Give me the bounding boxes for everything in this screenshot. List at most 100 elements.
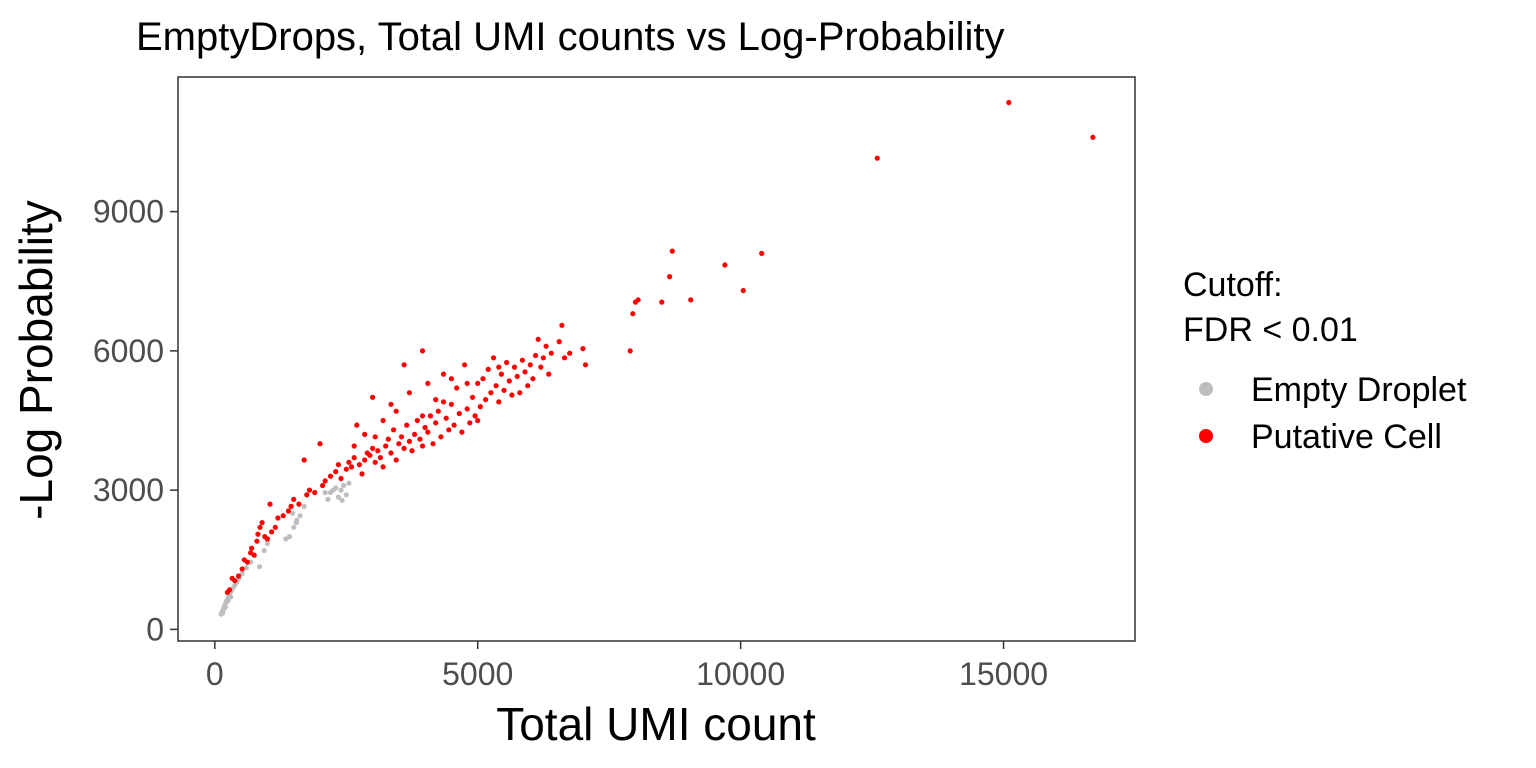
x-tick-label-0: 0	[206, 656, 224, 692]
point-putative-cell-28	[306, 487, 313, 493]
point-empty-droplet-25	[297, 513, 303, 519]
point-putative-cell-10	[251, 552, 257, 558]
point-putative-cell-97	[493, 383, 499, 389]
y-tick-label-3000: 3000	[93, 472, 164, 508]
point-putative-cell-119	[556, 339, 562, 345]
point-putative-cell-101	[504, 359, 510, 366]
point-putative-cell-145	[448, 376, 454, 382]
point-putative-cell-46	[367, 452, 373, 458]
point-empty-droplet-40	[222, 604, 228, 610]
point-putative-cell-125	[627, 348, 633, 354]
point-putative-cell-11	[254, 538, 260, 544]
point-putative-cell-3	[232, 578, 238, 584]
point-empty-droplet-43	[225, 598, 231, 604]
point-putative-cell-49	[372, 459, 378, 465]
point-putative-cell-96	[490, 355, 497, 361]
point-putative-cell-64	[409, 448, 415, 454]
point-empty-droplet-23	[291, 524, 297, 530]
point-putative-cell-87	[467, 420, 473, 426]
point-putative-cell-61	[401, 362, 407, 368]
x-tick-label-10000: 10000	[696, 656, 785, 692]
point-putative-cell-118	[548, 350, 554, 356]
point-putative-cell-85	[462, 362, 468, 368]
point-putative-cell-142	[425, 380, 431, 386]
point-putative-cell-86	[464, 406, 470, 412]
point-putative-cell-95	[488, 390, 494, 396]
point-putative-cell-21	[280, 513, 286, 519]
legend-key-putative-cell	[1199, 429, 1213, 443]
y-tick-label-0: 0	[146, 611, 164, 647]
point-putative-cell-141	[440, 399, 447, 405]
point-putative-cell-52	[380, 464, 386, 470]
point-putative-cell-151	[475, 417, 481, 424]
point-putative-cell-38	[346, 459, 352, 465]
point-putative-cell-114	[538, 364, 544, 370]
point-putative-cell-14	[259, 520, 265, 526]
point-putative-cell-42	[356, 462, 362, 468]
point-putative-cell-70	[422, 424, 428, 431]
point-putative-cell-126	[630, 311, 636, 317]
legend-key-empty-droplet	[1199, 382, 1213, 396]
point-putative-cell-29	[312, 489, 318, 496]
point-putative-cell-137	[1006, 99, 1012, 106]
point-empty-droplet-37	[330, 487, 336, 493]
point-putative-cell-34	[333, 469, 339, 475]
point-putative-cell-40	[351, 455, 357, 461]
point-putative-cell-41	[354, 422, 360, 428]
point-empty-droplet-32	[335, 494, 341, 500]
point-putative-cell-102	[506, 378, 512, 384]
point-putative-cell-9	[249, 545, 255, 551]
point-putative-cell-110	[527, 362, 533, 368]
point-empty-droplet-18	[256, 564, 263, 570]
point-putative-cell-81	[451, 422, 457, 428]
point-putative-cell-132	[688, 297, 694, 303]
point-putative-cell-71	[425, 429, 431, 435]
point-putative-cell-37	[343, 466, 349, 472]
point-putative-cell-5	[239, 566, 245, 572]
point-empty-droplet-26	[301, 503, 307, 509]
point-empty-droplet-20	[264, 540, 270, 547]
point-putative-cell-140	[380, 417, 386, 424]
point-putative-cell-104	[511, 364, 518, 370]
plot-panel	[177, 76, 1136, 642]
point-putative-cell-128	[635, 297, 641, 303]
point-putative-cell-109	[525, 383, 531, 389]
point-putative-cell-77	[440, 371, 447, 377]
point-putative-cell-31	[320, 482, 326, 489]
point-putative-cell-63	[406, 438, 412, 444]
point-putative-cell-124	[582, 362, 589, 368]
point-putative-cell-112	[533, 352, 539, 359]
point-putative-cell-139	[393, 408, 399, 414]
point-putative-cell-35	[335, 462, 341, 468]
x-axis: 0 5000 10000 15000	[206, 641, 1048, 692]
point-empty-droplet-39	[339, 497, 345, 503]
point-putative-cell-146	[388, 401, 394, 407]
x-axis-title: Total UMI count	[496, 698, 816, 750]
point-putative-cell-89	[472, 413, 478, 419]
point-putative-cell-50	[375, 448, 381, 454]
y-axis: 0 3000 6000 9000	[93, 194, 178, 647]
point-putative-cell-57	[393, 457, 399, 463]
point-putative-cell-93	[483, 397, 489, 403]
point-putative-cell-59	[398, 434, 405, 440]
point-putative-cell-91	[477, 404, 483, 410]
point-putative-cell-98	[496, 399, 502, 405]
point-putative-cell-153	[464, 380, 470, 386]
point-empty-droplet-41	[220, 610, 226, 616]
point-empty-droplet-35	[343, 492, 349, 498]
point-empty-droplet-29	[325, 496, 331, 502]
legend-label-empty-droplet: Empty Droplet	[1251, 371, 1467, 409]
point-empty-droplet-38	[322, 489, 328, 496]
point-putative-cell-138	[1090, 134, 1096, 140]
point-putative-cell-115	[540, 355, 547, 361]
point-putative-cell-23	[288, 503, 294, 509]
point-putative-cell-105	[514, 373, 520, 379]
point-putative-cell-152	[496, 364, 502, 370]
point-putative-cell-65	[412, 431, 418, 437]
point-putative-cell-32	[322, 478, 328, 484]
point-putative-cell-30	[317, 441, 323, 447]
point-putative-cell-129	[659, 299, 665, 305]
point-putative-cell-120	[559, 322, 565, 328]
point-empty-droplet-22	[286, 534, 293, 540]
point-empty-droplet-36	[346, 480, 352, 486]
